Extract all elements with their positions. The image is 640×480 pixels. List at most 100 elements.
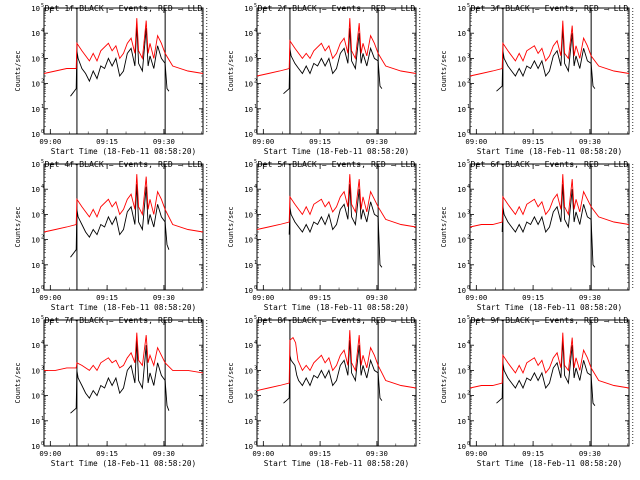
x-tick-label: 09:00 bbox=[39, 449, 61, 458]
y-tick-exponent: 5 bbox=[467, 3, 470, 9]
x-axis-label: Start Time (18-Feb-11 08:58:20) bbox=[51, 147, 197, 156]
y-tick-exponent: 0 bbox=[467, 441, 470, 447]
y-tick-label: 10 bbox=[457, 392, 466, 401]
series-line-events bbox=[70, 184, 170, 258]
chart-title: Det 5f-BLACK = Events, RED = LLD bbox=[258, 159, 416, 169]
y-tick-label: 10 bbox=[244, 261, 253, 270]
chart-title: Det 7f-BLACK = Events, RED = LLD bbox=[45, 315, 203, 325]
y-tick-label: 10 bbox=[31, 366, 40, 375]
x-axis-label: Start Time (18-Feb-11 08:58:20) bbox=[264, 459, 410, 468]
y-tick-exponent: 0 bbox=[467, 129, 470, 135]
series-line-events bbox=[283, 28, 383, 95]
y-axis-label: Counts/sec bbox=[440, 207, 448, 248]
y-tick-label: 10 bbox=[457, 185, 466, 194]
plot-frame bbox=[256, 163, 417, 291]
y-tick-exponent: 2 bbox=[41, 391, 44, 397]
y-axis-label: Counts/sec bbox=[227, 363, 235, 404]
y-tick-exponent: 0 bbox=[254, 441, 257, 447]
y-tick-label: 10 bbox=[244, 80, 253, 89]
y-tick-exponent: 0 bbox=[41, 441, 44, 447]
y-tick-label: 10 bbox=[31, 105, 40, 114]
y-tick-exponent: 4 bbox=[254, 28, 257, 34]
y-tick-exponent: 4 bbox=[41, 28, 44, 34]
series-line-lld bbox=[469, 332, 630, 389]
y-tick-label: 10 bbox=[31, 130, 40, 139]
y-tick-exponent: 5 bbox=[41, 315, 44, 321]
series-line-events bbox=[496, 28, 596, 92]
y-tick-label: 10 bbox=[457, 80, 466, 89]
series-line-lld bbox=[469, 20, 630, 77]
x-tick-label: 09:30 bbox=[579, 137, 601, 146]
y-tick-exponent: 2 bbox=[41, 79, 44, 85]
y-tick-exponent: 4 bbox=[41, 340, 44, 346]
y-tick-exponent: 1 bbox=[467, 104, 470, 110]
y-tick-label: 10 bbox=[244, 417, 253, 426]
y-tick-exponent: 4 bbox=[467, 28, 470, 34]
y-tick-exponent: 5 bbox=[467, 315, 470, 321]
y-tick-label: 10 bbox=[457, 286, 466, 295]
y-tick-exponent: 5 bbox=[254, 315, 257, 321]
y-tick-label: 10 bbox=[457, 160, 466, 169]
series-line-lld bbox=[256, 330, 417, 392]
x-tick-label: 09:00 bbox=[252, 293, 274, 302]
y-tick-label: 10 bbox=[31, 160, 40, 169]
chart-title: Det 9f-BLACK = Events, RED = LLD bbox=[471, 315, 629, 325]
x-tick-label: 09:00 bbox=[252, 137, 274, 146]
y-tick-label: 10 bbox=[244, 185, 253, 194]
chart-title: Det 3f-BLACK = Events, RED = LLD bbox=[471, 3, 629, 13]
y-tick-exponent: 3 bbox=[41, 209, 44, 215]
y-tick-label: 10 bbox=[244, 341, 253, 350]
y-tick-exponent: 3 bbox=[254, 209, 257, 215]
y-tick-exponent: 0 bbox=[254, 129, 257, 135]
x-tick-label: 09:30 bbox=[579, 449, 601, 458]
y-tick-label: 10 bbox=[31, 392, 40, 401]
y-tick-exponent: 1 bbox=[254, 416, 257, 422]
chart-title: Det 2f-BLACK = Events, RED = LLD bbox=[258, 3, 416, 13]
y-tick-label: 10 bbox=[244, 366, 253, 375]
series-line-events bbox=[70, 340, 170, 414]
y-tick-label: 10 bbox=[244, 4, 253, 13]
y-tick-label: 10 bbox=[244, 54, 253, 63]
x-tick-label: 09:30 bbox=[153, 293, 175, 302]
x-tick-label: 09:30 bbox=[579, 293, 601, 302]
x-tick-label: 09:00 bbox=[39, 293, 61, 302]
y-tick-label: 10 bbox=[31, 417, 40, 426]
y-tick-label: 10 bbox=[457, 366, 466, 375]
y-tick-label: 10 bbox=[31, 341, 40, 350]
x-tick-label: 09:30 bbox=[153, 137, 175, 146]
y-tick-label: 10 bbox=[457, 54, 466, 63]
x-axis-label: Start Time (18-Feb-11 08:58:20) bbox=[477, 147, 623, 156]
y-axis-label: Counts/sec bbox=[440, 363, 448, 404]
y-axis-label: Counts/sec bbox=[440, 51, 448, 92]
x-tick-label: 09:30 bbox=[366, 137, 388, 146]
plot-frame bbox=[256, 319, 417, 447]
y-tick-label: 10 bbox=[244, 29, 253, 38]
y-tick-exponent: 1 bbox=[254, 104, 257, 110]
y-tick-exponent: 2 bbox=[254, 235, 257, 241]
y-tick-exponent: 3 bbox=[467, 209, 470, 215]
y-tick-exponent: 4 bbox=[467, 184, 470, 190]
x-tick-label: 09:15 bbox=[522, 137, 544, 146]
plot-frame bbox=[43, 163, 204, 291]
y-tick-label: 10 bbox=[457, 236, 466, 245]
x-tick-label: 09:00 bbox=[465, 449, 487, 458]
y-axis-label: Counts/sec bbox=[14, 363, 22, 404]
x-tick-label: 09:30 bbox=[366, 449, 388, 458]
x-tick-label: 09:00 bbox=[465, 137, 487, 146]
y-tick-exponent: 1 bbox=[467, 260, 470, 266]
x-tick-label: 09:15 bbox=[522, 449, 544, 458]
y-tick-exponent: 5 bbox=[467, 159, 470, 165]
y-tick-exponent: 3 bbox=[254, 365, 257, 371]
y-tick-exponent: 2 bbox=[467, 235, 470, 241]
y-tick-exponent: 2 bbox=[254, 391, 257, 397]
series-line-lld bbox=[44, 332, 204, 374]
y-tick-label: 10 bbox=[31, 54, 40, 63]
chart-title: Det 1f-BLACK = Events, RED = LLD bbox=[45, 3, 203, 13]
y-tick-exponent: 4 bbox=[41, 184, 44, 190]
